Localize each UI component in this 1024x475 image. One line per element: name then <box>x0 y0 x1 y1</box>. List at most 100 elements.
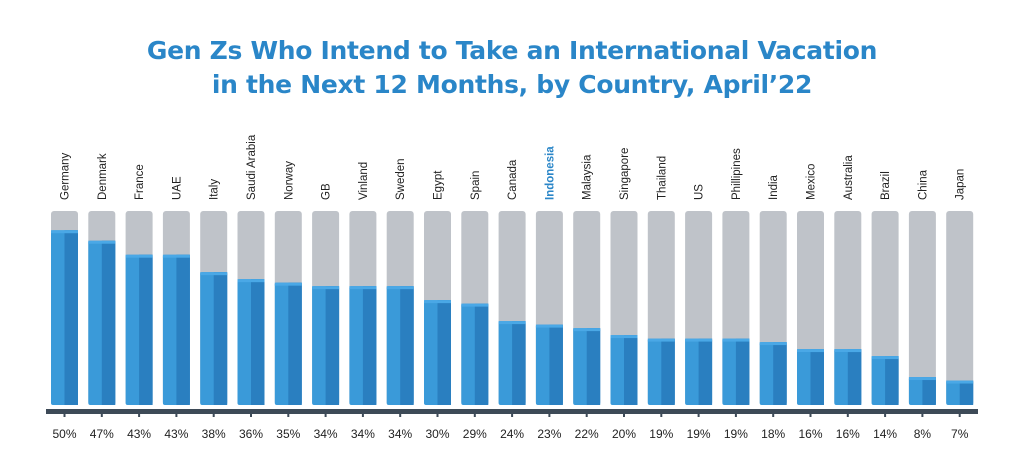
category-label: Italy <box>209 179 221 200</box>
bar-shade <box>213 272 228 405</box>
bar-cap <box>274 282 302 286</box>
category-label: Indonesia <box>544 146 556 200</box>
bar-cap <box>834 349 862 353</box>
bar-cap <box>797 349 824 353</box>
bar-shade <box>101 240 116 405</box>
bar-group: Thailand 19% <box>647 156 675 441</box>
value-label: 29% <box>463 427 487 441</box>
bar-group: Egypt 30% <box>424 170 451 441</box>
bar-group: Norway 35% <box>274 161 302 441</box>
bar-group: Sweden 34% <box>386 158 414 441</box>
bar-cap <box>610 335 638 339</box>
category-label: Singapore <box>619 148 631 200</box>
bar-group: Australia 16% <box>834 155 862 441</box>
bar-cap <box>759 342 787 346</box>
value-label: 18% <box>761 427 785 441</box>
bar-cap <box>312 286 340 290</box>
bar-shade <box>400 286 414 405</box>
bar-shade <box>959 380 974 405</box>
category-label: Spain <box>470 171 482 200</box>
value-label: 14% <box>873 427 897 441</box>
bar-group: Canada 24% <box>498 159 526 441</box>
bar-shade <box>735 338 750 405</box>
bar-shade <box>586 328 601 405</box>
bar-shade <box>810 349 824 405</box>
bar-cap <box>162 254 190 258</box>
bar-shade <box>139 254 153 405</box>
category-label: France <box>134 164 146 200</box>
category-label: Phillipines <box>731 148 743 200</box>
bar-shade <box>624 335 638 405</box>
bar-track <box>908 211 936 405</box>
bar-group: Mexico 16% <box>797 164 824 441</box>
category-label: Saudi Arabia <box>246 134 258 200</box>
category-label: China <box>917 169 929 200</box>
chart-title-line1: Gen Zs Who Intend to Take an Internation… <box>146 36 878 65</box>
bar-cap <box>237 279 265 283</box>
bar-group: China 8% <box>908 169 936 441</box>
bar-cap <box>685 338 713 342</box>
value-label: 22% <box>575 427 599 441</box>
bar-cap <box>200 272 228 276</box>
value-label: 23% <box>537 427 561 441</box>
bar-group: Saudi Arabia 36% <box>237 134 265 441</box>
value-label: 35% <box>276 427 300 441</box>
bar-cap <box>125 254 153 258</box>
bar-cap <box>461 303 489 307</box>
bar-shade <box>922 377 936 405</box>
value-label: 38% <box>202 427 226 441</box>
bar-group: Spain 29% <box>461 171 489 441</box>
value-label: 47% <box>90 427 114 441</box>
bar-shade <box>474 303 489 405</box>
category-label: Denmark <box>97 153 109 200</box>
bar-cap <box>871 356 899 360</box>
chart-title: Gen Zs Who Intend to Take an Internation… <box>0 34 1024 102</box>
category-label: Norway <box>283 161 295 200</box>
bar-shade <box>251 279 265 405</box>
value-label: 19% <box>649 427 673 441</box>
bar-shade <box>437 300 451 405</box>
category-label: Japan <box>955 169 967 200</box>
bar-cap <box>498 321 526 325</box>
value-label: 34% <box>351 427 375 441</box>
bar-group: Germany 50% <box>51 152 78 441</box>
bar-cap <box>349 286 377 290</box>
category-label: Sweden <box>395 158 407 200</box>
value-label: 16% <box>798 427 822 441</box>
bar-group: Indonesia 23% <box>535 146 563 441</box>
bar-group: Denmark 47% <box>88 153 116 441</box>
value-label: 8% <box>914 427 932 441</box>
bar-group: Brazil 14% <box>871 171 899 441</box>
category-label: Malaysia <box>582 154 594 200</box>
category-label: Mexico <box>806 164 818 200</box>
bar-shade <box>288 282 302 405</box>
bar-group: GB 34% <box>312 183 340 441</box>
value-label: 7% <box>951 427 969 441</box>
bar-group: India 18% <box>759 174 787 441</box>
category-label: Thailand <box>656 156 668 200</box>
chart-title-line2: in the Next 12 Months, by Country, April… <box>211 70 813 99</box>
bar-group: Italy 38% <box>200 179 228 441</box>
bar-shade <box>661 338 675 405</box>
bar-shade <box>698 338 713 405</box>
value-label: 34% <box>388 427 412 441</box>
category-label: US <box>694 184 706 200</box>
bar-group: UAE 43% <box>162 176 190 441</box>
bar-group: Japan 7% <box>946 169 974 441</box>
value-label: 19% <box>724 427 748 441</box>
bar-cap <box>647 338 675 342</box>
bar-shade <box>176 254 190 405</box>
bar-track <box>946 211 974 405</box>
category-label: Brazil <box>880 171 892 200</box>
bar-group: France 43% <box>125 164 153 441</box>
bar-cap <box>722 338 750 342</box>
bar-shade <box>362 286 377 405</box>
category-label: Vinland <box>358 162 370 200</box>
bar-group: Singapore 20% <box>610 148 638 441</box>
value-label: 50% <box>52 427 76 441</box>
category-label: Egypt <box>433 170 445 200</box>
bar-shade <box>773 342 787 405</box>
category-label: Canada <box>507 159 519 200</box>
bar-cap <box>51 230 78 234</box>
